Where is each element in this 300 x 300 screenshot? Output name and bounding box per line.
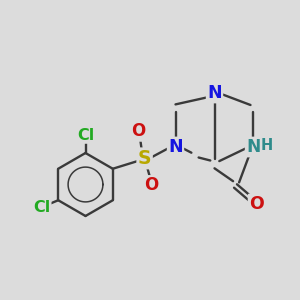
Text: H: H	[261, 138, 273, 153]
Text: O: O	[144, 176, 159, 194]
Text: O: O	[249, 195, 264, 213]
Text: Cl: Cl	[77, 128, 94, 142]
Text: S: S	[138, 149, 152, 168]
Text: N: N	[168, 138, 183, 156]
Text: N: N	[207, 84, 222, 102]
Text: O: O	[131, 122, 145, 140]
Text: Cl: Cl	[33, 200, 50, 215]
Text: N: N	[246, 138, 261, 156]
